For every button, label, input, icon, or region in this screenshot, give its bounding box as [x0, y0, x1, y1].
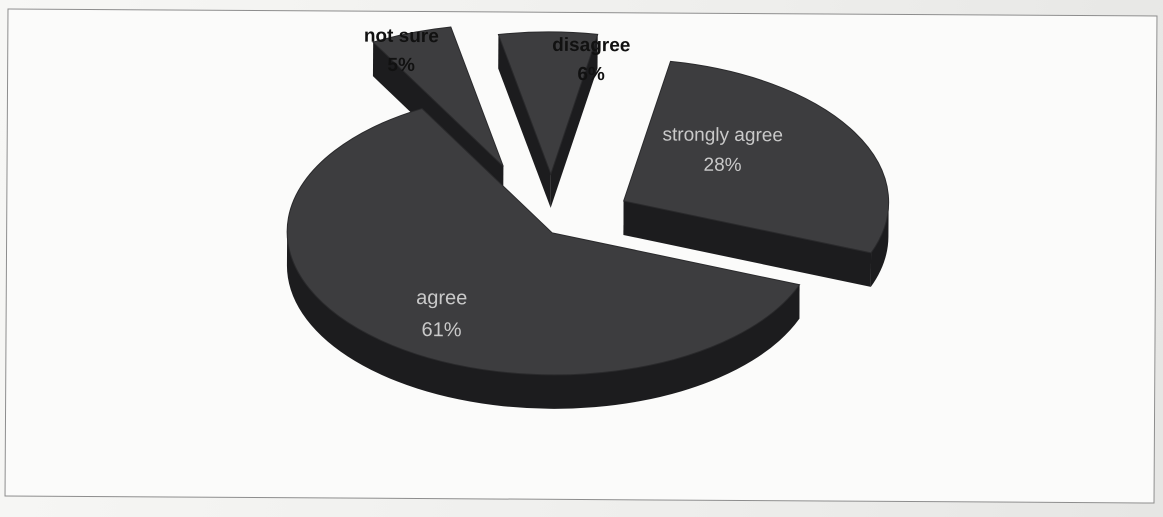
slice-side-agree [286, 231, 800, 409]
slice-agree [286, 107, 801, 376]
slice-value-disagree: 6% [577, 64, 605, 85]
slice-label-not-sure: not sure [364, 26, 439, 47]
slice-not-sure [372, 26, 504, 167]
slice-label-strongly-agree: strongly agree [662, 124, 783, 146]
slice-label-agree: agree [416, 287, 467, 309]
chart-frame: strongly agree 28% agree 61% not sure 5%… [4, 8, 1158, 504]
pie-chart: strongly agree 28% agree 61% not sure 5%… [286, 26, 890, 409]
slice-side-disagree-cut-1 [550, 34, 598, 208]
slice-side-disagree-cut-0 [498, 34, 551, 208]
slice-value-strongly-agree: 28% [703, 155, 741, 176]
slice-strongly-agree [622, 60, 890, 254]
pie-labels: strongly agree 28% agree 61% not sure 5%… [364, 26, 783, 342]
slice-label-disagree: disagree [552, 35, 630, 56]
pie-slices [286, 26, 890, 409]
slice-disagree [497, 31, 599, 176]
slice-side-strongly-agree [870, 202, 889, 287]
slice-value-agree: 61% [421, 319, 461, 341]
slice-side-strongly-agree-cut-1 [623, 200, 872, 287]
slice-value-not-sure: 5% [387, 55, 415, 76]
